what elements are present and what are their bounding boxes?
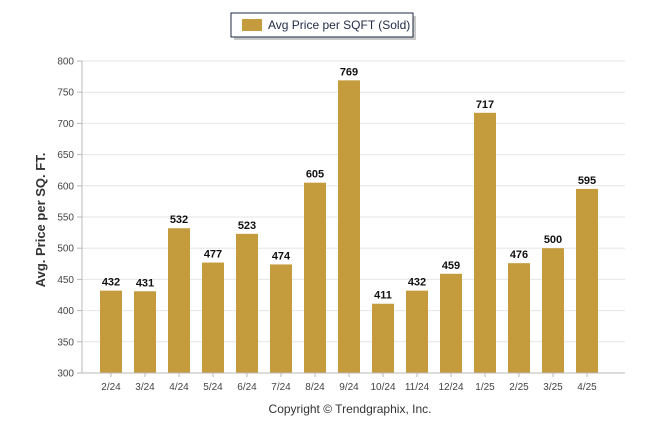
y-tick-label: 350 xyxy=(57,337,74,348)
legend-label: Avg Price per SQFT (Sold) xyxy=(268,18,410,32)
y-tick-label: 300 xyxy=(57,369,74,380)
x-tick-label: 9/24 xyxy=(339,382,359,393)
data-label: 431 xyxy=(136,277,154,289)
data-label: 532 xyxy=(170,214,188,226)
legend-swatch xyxy=(242,19,262,31)
bar xyxy=(202,262,224,373)
x-tick-label: 10/24 xyxy=(370,382,395,393)
x-tick-label: 3/24 xyxy=(135,382,155,393)
data-label: 432 xyxy=(102,277,120,289)
x-tick-label: 4/25 xyxy=(577,382,597,393)
x-tick-label: 11/24 xyxy=(405,382,430,393)
y-tick-label: 750 xyxy=(57,88,74,99)
data-label: 477 xyxy=(204,249,222,261)
legend: Avg Price per SQFT (Sold) xyxy=(230,12,416,40)
bar xyxy=(304,182,326,373)
bar xyxy=(576,188,598,373)
y-tick-label: 600 xyxy=(57,181,74,192)
bars xyxy=(100,80,598,374)
data-label: 717 xyxy=(476,99,494,111)
data-label: 523 xyxy=(238,220,256,232)
bar xyxy=(542,248,564,373)
data-label: 605 xyxy=(306,169,324,181)
y-axis-title: Avg. Price per SQ. FT. xyxy=(33,153,48,288)
x-tick-label: 12/24 xyxy=(438,382,463,393)
y-tick-label: 650 xyxy=(57,150,74,161)
bar xyxy=(406,290,428,373)
data-label: 474 xyxy=(272,250,291,262)
y-tick-label: 400 xyxy=(57,306,74,317)
bar xyxy=(270,264,292,373)
x-tick-label: 5/24 xyxy=(203,382,223,393)
y-tick-label: 500 xyxy=(57,244,74,255)
bar xyxy=(338,80,360,374)
x-tick-label: 8/24 xyxy=(305,382,325,393)
bar xyxy=(100,290,122,373)
y-tick-label: 450 xyxy=(57,275,74,286)
x-tick-label: 4/24 xyxy=(169,382,189,393)
x-tick-label: 7/24 xyxy=(271,382,291,393)
x-tick-label: 2/24 xyxy=(101,382,121,393)
axes: 300 350 400 450 500 550 600 650 700 750 800 2/24 3/2… xyxy=(57,57,625,393)
y-tick-label: 550 xyxy=(57,213,74,224)
data-label: 411 xyxy=(374,290,392,302)
bar xyxy=(474,112,496,374)
bar xyxy=(236,233,258,373)
bar xyxy=(168,228,190,373)
x-tick-label: 1/25 xyxy=(475,382,495,393)
bar xyxy=(134,291,156,373)
x-tick-label: 3/25 xyxy=(543,382,563,393)
data-labels: 432 431 532 477 523 474 605 769 411 432 459 717 476 5… xyxy=(102,66,596,301)
data-label: 432 xyxy=(408,277,426,289)
bar xyxy=(508,263,530,373)
data-label: 459 xyxy=(442,260,460,272)
data-label: 476 xyxy=(510,249,528,261)
x-tick-label: 6/24 xyxy=(237,382,257,393)
x-tick-label: 2/25 xyxy=(509,382,529,393)
y-tick-label: 700 xyxy=(57,119,74,130)
bar xyxy=(372,303,394,373)
data-label: 500 xyxy=(544,234,562,246)
bar xyxy=(440,273,462,373)
y-tick-label: 800 xyxy=(57,57,74,68)
data-label: 769 xyxy=(340,66,358,78)
data-label: 595 xyxy=(578,175,596,187)
copyright-text: Copyright © Trendgraphix, Inc. xyxy=(269,402,432,416)
